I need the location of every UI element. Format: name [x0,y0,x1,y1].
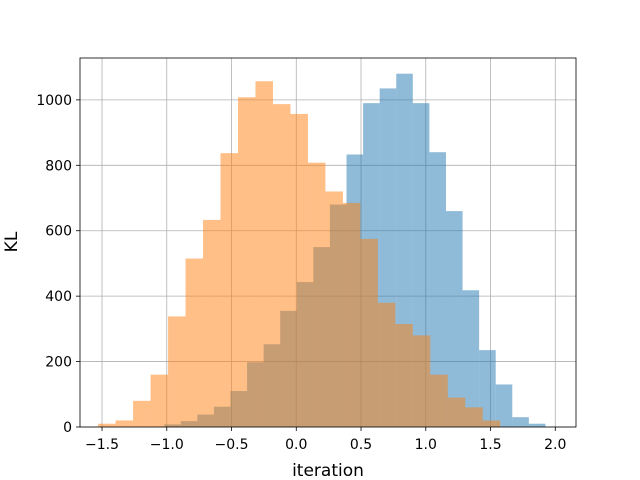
histogram-bar [290,113,308,427]
histogram-bar [150,374,169,427]
histogram-bar [412,335,431,427]
y-tick-label: 1000 [36,93,72,109]
histogram-bar [342,202,361,427]
histogram-bar [185,258,204,427]
x-tick-label: 1.5 [479,437,501,453]
histogram-bar [220,153,238,427]
x-tick-label: −1.0 [150,437,184,453]
x-tick-label: 0.5 [350,437,372,453]
histogram-bar [168,316,186,427]
histogram-bar [377,302,396,427]
histogram-bar [445,211,463,427]
y-tick-label: 800 [45,158,72,174]
histogram-bar [325,191,343,427]
x-tick-label: −1.5 [85,437,119,453]
histogram-bar [512,417,529,427]
x-axis-label: iteration [292,461,364,480]
x-tick-label: 2.0 [544,437,566,453]
histogram-bar [203,219,221,427]
histogram-series-2 [98,81,501,428]
axis-ticks: −1.5 −1.0 −0.5 0.0 0.5 1.0 1.5 2.0 0 200 400 600 800… [36,93,566,453]
histogram-bar [360,238,378,427]
y-tick-label: 200 [45,355,72,371]
histogram-bar [237,97,256,428]
histogram-bar [430,374,448,427]
histogram-bar [429,152,446,427]
histogram-bar [482,420,501,427]
histogram-bar [98,423,116,427]
histogram-bar [395,323,413,427]
y-axis-label: KL [2,231,22,252]
histogram-bar [528,423,546,427]
histogram-bar [479,350,496,427]
histogram-bar [465,407,483,427]
histogram-bar [272,104,291,427]
x-tick-label: 1.0 [415,437,437,453]
histogram-bar [115,420,134,427]
histogram-bar [133,400,151,427]
plot-frame [79,57,577,428]
histogram-bar [495,384,513,427]
x-tick-label: 0.0 [285,437,307,453]
x-tick-label: −0.5 [215,437,249,453]
histogram-bar [447,397,466,427]
y-tick-label: 600 [45,224,72,240]
histogram-bars [98,73,546,428]
y-tick-label: 400 [45,289,72,305]
histogram-bar [255,81,273,427]
y-tick-label: 0 [63,420,72,436]
histogram-bar [307,162,326,427]
histogram-bar [462,290,480,427]
